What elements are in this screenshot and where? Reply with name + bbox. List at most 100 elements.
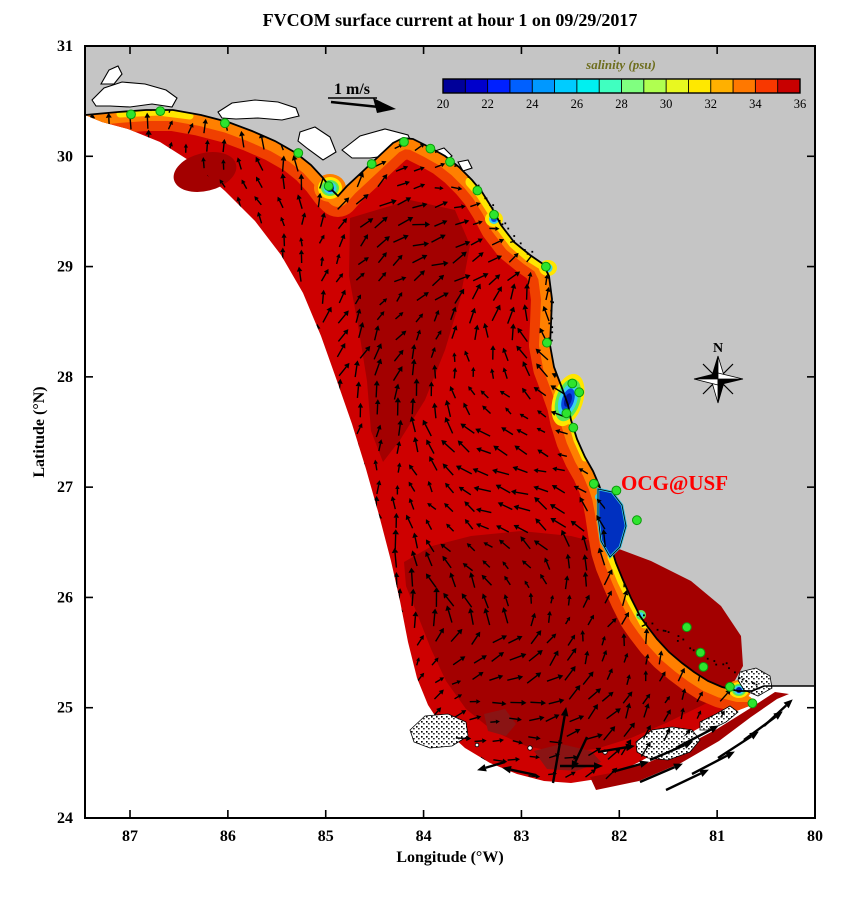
quiver-arrow	[460, 443, 470, 453]
quiver-arrow-head	[602, 650, 608, 655]
quiver-arrow	[455, 242, 466, 249]
quiver-arrow-head	[570, 634, 576, 640]
colorbar-cell	[443, 79, 466, 93]
strong-current-arrow	[611, 762, 641, 774]
quiver-arrow	[567, 558, 571, 569]
marsh-speckle	[501, 223, 504, 226]
marsh-speckle	[513, 240, 516, 243]
quiver-arrow-head	[421, 254, 428, 260]
quiver-arrow	[538, 521, 547, 531]
marsh-speckle	[550, 339, 553, 342]
strong-current-arrow-head	[594, 762, 603, 770]
quiver-arrow	[601, 694, 611, 702]
quiver-arrow-head	[403, 165, 409, 171]
quiver-arrow	[318, 237, 324, 244]
quiver-arrow	[397, 424, 401, 436]
quiver-arrow-head	[280, 247, 286, 253]
quiver-arrow-head	[527, 271, 533, 277]
quiver-arrow	[392, 500, 396, 510]
quiver-arrow-head	[601, 635, 606, 641]
quiver-arrow-head	[495, 226, 500, 231]
quiver-arrow	[411, 348, 415, 359]
colorbar-tick-label: 36	[794, 97, 807, 111]
quiver-arrow-head	[495, 484, 502, 490]
quiver-arrow-head	[643, 670, 649, 675]
marsh-speckle	[504, 222, 507, 225]
quiver-arrow-head	[367, 218, 374, 224]
quiver-arrow	[524, 309, 528, 322]
quiver-arrow-head	[516, 345, 522, 352]
quiver-arrow	[444, 559, 452, 569]
colorbar-cell	[643, 79, 667, 93]
quiver-arrow	[582, 598, 589, 608]
scale-arrow-label: 1 m/s	[334, 81, 370, 98]
quiver-arrow	[375, 385, 378, 398]
quiver-arrow	[393, 236, 405, 243]
station-dot	[698, 662, 709, 672]
quiver-arrow	[583, 539, 588, 551]
quiver-arrow	[503, 611, 509, 624]
quiver-arrow-head	[145, 129, 152, 135]
quiver-arrow-head	[509, 306, 516, 313]
quiver-arrow-head	[396, 462, 402, 467]
quiver-arrow	[519, 331, 528, 343]
quiver-arrow	[483, 392, 489, 399]
station-dot	[725, 681, 735, 692]
marsh-speckle	[667, 631, 670, 633]
strong-current-arrow	[675, 728, 712, 750]
quiver-arrow	[574, 523, 585, 532]
strong-current-arrow-head	[502, 765, 512, 774]
quiver-arrow	[559, 430, 568, 435]
quiver-arrow	[504, 351, 509, 362]
quiver-arrow-head	[482, 272, 489, 279]
quiver-arrow-head	[391, 547, 399, 554]
quiver-arrow	[537, 487, 549, 493]
marsh-speckle	[551, 331, 554, 334]
quiver-arrow	[509, 655, 522, 661]
quiver-arrow	[355, 196, 366, 205]
quiver-arrow-head	[502, 561, 507, 566]
quiver-arrow-head	[592, 704, 598, 710]
quiver-arrow-head	[475, 428, 481, 434]
quiver-arrow-head	[551, 372, 558, 379]
quiver-arrow	[664, 698, 669, 704]
quiver-arrow-head	[608, 691, 614, 697]
quiver-arrow-head	[622, 589, 629, 596]
quiver-arrow	[203, 123, 206, 134]
marsh-speckle	[662, 629, 665, 632]
quiver-arrow	[645, 633, 648, 645]
x-tick-label: 81	[709, 828, 725, 845]
quiver-arrow	[479, 430, 491, 437]
quiver-arrow	[506, 578, 511, 586]
quiver-arrow-head	[482, 322, 489, 329]
quiver-arrow-head	[433, 587, 440, 593]
quiver-arrow	[621, 594, 627, 606]
quiver-arrow	[484, 562, 491, 568]
marsh-speckle	[519, 242, 522, 245]
quiver-arrow	[433, 692, 442, 700]
quiver-arrow	[472, 254, 481, 263]
marsh-speckle	[492, 204, 495, 207]
quiver-arrow	[379, 201, 393, 207]
quiver-arrow-head	[412, 532, 418, 538]
quiver-arrow	[472, 221, 480, 226]
quiver-arrow-head	[444, 416, 451, 423]
quiver-arrow-head	[463, 402, 468, 408]
colorbar-cell	[532, 79, 556, 93]
quiver-arrow-head	[686, 728, 691, 734]
quiver-arrow-head	[536, 650, 543, 656]
quiver-arrow-head	[407, 216, 414, 223]
land-region	[85, 46, 815, 691]
quiver-arrow	[581, 469, 589, 475]
quiver-arrow-head	[503, 594, 509, 600]
quiver-arrow-head	[440, 162, 446, 168]
quiver-arrow	[300, 241, 303, 247]
quiver-arrow-head	[397, 254, 403, 261]
quiver-arrow	[452, 254, 464, 264]
marsh-speckle	[676, 640, 679, 642]
quiver-arrow	[410, 572, 414, 587]
quiver-arrow	[337, 332, 346, 342]
quiver-arrow-head	[557, 674, 564, 680]
quiver-arrow	[658, 674, 664, 682]
quiver-arrow-head	[524, 283, 530, 289]
